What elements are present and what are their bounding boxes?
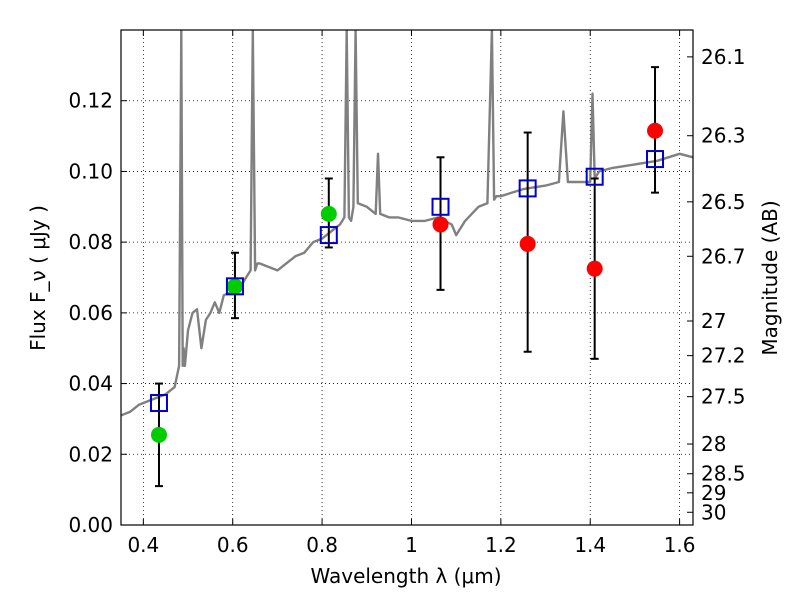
axis-ticks — [121, 30, 693, 526]
y-tick-label: 0.02 — [68, 442, 113, 466]
right-axis-label: Magnitude (AB) — [758, 200, 782, 355]
x-tick-label: 0.8 — [306, 533, 338, 557]
model-square-marker — [149, 394, 168, 413]
green-data-point — [150, 426, 167, 443]
model-spectrum — [121, 30, 693, 417]
right-tick-label: 29 — [701, 481, 726, 505]
spectrum-line — [121, 30, 693, 417]
x-tick-label: 0.6 — [217, 533, 249, 557]
right-tick-label: 26.1 — [701, 45, 746, 69]
right-tick-label: 26.5 — [701, 190, 746, 214]
x-tick-label: 0.4 — [127, 533, 159, 557]
model-bandpass-squares — [149, 150, 665, 413]
right-tick-label: 27.5 — [701, 385, 746, 409]
right-tick-label: 28.5 — [701, 462, 746, 486]
x-tick-label: 1.6 — [664, 533, 696, 557]
x-tick-labels: 0.4 0.6 0.8 1 1.2 1.4 1.6 — [127, 533, 695, 557]
right-tick-label: 26.3 — [701, 124, 746, 148]
red-points — [432, 122, 664, 277]
red-data-point — [432, 216, 449, 233]
y-tick-label: 0.08 — [68, 230, 113, 254]
y-tick-label: 0.04 — [68, 372, 113, 396]
red-data-point — [586, 260, 603, 277]
x-tick-label: 1.4 — [574, 533, 606, 557]
red-data-point — [519, 235, 536, 252]
model-square-marker — [585, 167, 604, 186]
x-tick-label: 1 — [405, 533, 418, 557]
right-tick-label: 27.2 — [701, 344, 746, 368]
y-tick-labels: 0.00 0.02 0.04 0.06 0.08 0.10 0.12 — [68, 89, 113, 537]
x-tick-label: 1.2 — [485, 533, 517, 557]
errorbars — [154, 66, 660, 488]
y-tick-label: 0.06 — [68, 301, 113, 325]
green-points — [150, 205, 337, 443]
y-tick-label: 0.10 — [68, 159, 113, 183]
x-axis-label: Wavelength λ (μm) — [310, 564, 501, 588]
model-square-marker — [518, 179, 537, 198]
model-square-marker — [646, 150, 665, 169]
right-tick-label: 27 — [701, 309, 726, 333]
y-tick-label: 0.00 — [68, 513, 113, 537]
plot-frame — [120, 29, 694, 526]
model-square-marker — [319, 226, 338, 245]
grid — [121, 30, 693, 526]
red-data-point — [647, 122, 664, 139]
right-tick-label: 30 — [701, 500, 726, 524]
green-data-point — [320, 205, 337, 222]
y-tick-label: 0.12 — [68, 89, 113, 113]
model-square-marker — [225, 277, 244, 296]
green-data-point — [226, 278, 243, 295]
right-tick-label: 28 — [701, 432, 726, 456]
right-tick-label: 26.7 — [701, 244, 746, 268]
y-axis-label: Flux F_ν ( μJy ) — [26, 205, 50, 351]
model-square-marker — [431, 197, 450, 216]
